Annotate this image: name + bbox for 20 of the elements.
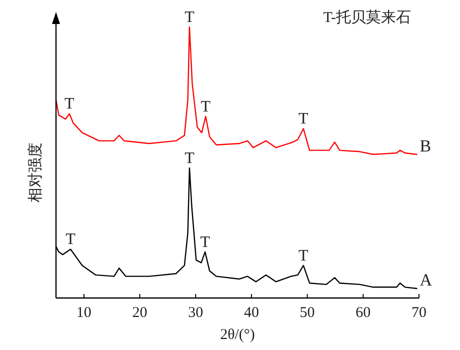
series-label: A [420,270,433,290]
annotation: T [64,96,75,113]
y-axis-title: 相对强度 [27,142,44,202]
x-tick-label: 50 [300,305,315,321]
x-tick-label: 40 [244,305,259,321]
annotation: T [200,234,210,251]
text: T-托贝莫来石 [323,9,411,26]
annotation: T [184,150,195,167]
annotation: T [200,98,211,116]
annotation: T [298,247,309,264]
x-tick-label: 20 [132,305,148,321]
series-label: B [420,136,432,156]
annotation: T [66,231,76,248]
x-tick-label: 70 [412,305,426,321]
annotation: T [184,9,195,26]
annotation: T [298,110,309,128]
x-tick-label: 10 [76,305,92,321]
x-tick-label: 60 [356,305,371,321]
x-axis-title: 2θ/(°) [220,327,255,343]
x-tick-label: 30 [188,305,204,321]
